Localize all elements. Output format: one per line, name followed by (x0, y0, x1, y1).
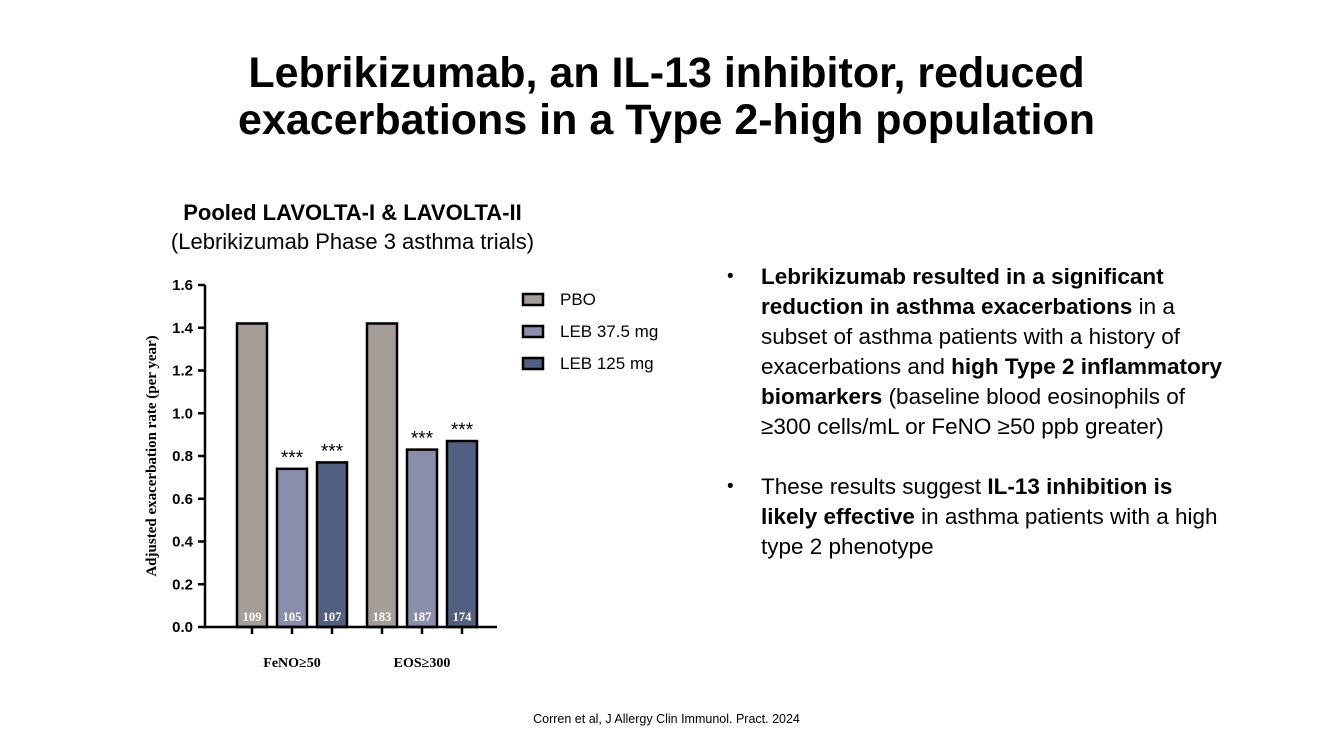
bar-chart: 0.0 0.2 0.4 0.6 0.8 1.0 1.2 1.4 1.6 Adjusted exac… (130, 270, 710, 690)
bullet-item: • These results suggest IL-13 inhibition … (725, 472, 1225, 562)
significance-label: *** (451, 420, 474, 441)
y-tick-label: 1.6 (172, 277, 193, 294)
bullet-text-bold: high Type 2 inflammatory biomarkers (761, 354, 1223, 409)
y-axis-label: Adjusted exacerbation rate (per year) (144, 335, 160, 576)
bar-n-label: 109 (243, 610, 262, 624)
bullet-text: in asthma patients with a high type 2 ph… (761, 504, 1218, 559)
bar (365, 322, 399, 629)
legend-label: LEB 125 mg (560, 354, 654, 373)
bar (315, 461, 349, 629)
citation: Corren et al, J Allergy Clin Immunol. Pr… (533, 712, 800, 726)
bar-n-label: 105 (283, 610, 302, 624)
bullet-text-bold: IL-13 inhibition is likely effective (761, 474, 1173, 529)
legend-swatch (521, 324, 545, 339)
significance-label: *** (321, 441, 344, 462)
bar-n-label: 174 (453, 610, 473, 624)
significance-label: *** (411, 429, 434, 450)
bullet-item: • Lebrikizumab resulted in a significant … (725, 262, 1225, 442)
y-tick-label: 0.8 (172, 448, 193, 465)
slide-title-line-1: Lebrikizumab, an IL-13 inhibitor, reduce… (248, 49, 1085, 97)
bar (405, 448, 439, 629)
x-category-label: EOS≥300 (394, 656, 451, 671)
chart-heading-title: Pooled LAVOLTA-I & LAVOLTA-II (183, 200, 522, 225)
chart-heading: Pooled LAVOLTA-I & LAVOLTA-II (Lebrikizu… (120, 198, 585, 256)
y-tick-label: 1.4 (172, 320, 194, 337)
y-tick-label: 0.2 (172, 576, 193, 593)
significance-label: *** (281, 448, 304, 469)
bar-chart-svg: 0.0 0.2 0.4 0.6 0.8 1.0 1.2 1.4 1.6 Adjusted exac… (144, 277, 658, 671)
slide-title: Lebrikizumab, an IL-13 inhibitor, reduce… (0, 50, 1333, 144)
y-tick-label: 1.2 (172, 363, 193, 380)
bar (235, 322, 269, 629)
bar-n-label: 107 (323, 610, 342, 624)
legend-label: PBO (560, 290, 596, 309)
chart-heading-subtitle: (Lebrikizumab Phase 3 asthma trials) (170, 229, 535, 254)
bullet-text: in a subset of asthma patients with a hi… (761, 294, 1180, 379)
legend-label: LEB 37.5 mg (560, 322, 658, 341)
bullet-text-bold: Lebrikizumab resulted in a significant r… (761, 264, 1164, 319)
bullet-dot-icon: • (727, 266, 734, 287)
y-tick-label: 0.0 (172, 619, 193, 636)
bullet-text: These results suggest (761, 474, 988, 499)
slide-title-line-2: exacerbations in a Type 2-high populatio… (238, 96, 1095, 144)
y-tick-label: 0.6 (172, 491, 193, 508)
bar (445, 439, 479, 629)
bullet-text: (baseline blood eosinophils of ≥300 cell… (761, 384, 1186, 439)
bar-n-label: 183 (373, 610, 392, 624)
bullet-list: • Lebrikizumab resulted in a significant … (725, 262, 1225, 562)
legend-swatch (521, 356, 545, 371)
bar (275, 467, 309, 629)
bar-n-label: 187 (413, 610, 432, 624)
x-category-label: FeNO≥50 (263, 656, 320, 671)
y-tick-label: 0.4 (172, 534, 194, 551)
legend-swatch (521, 292, 545, 307)
y-tick-label: 1.0 (172, 405, 193, 422)
bullet-dot-icon: • (727, 476, 734, 497)
